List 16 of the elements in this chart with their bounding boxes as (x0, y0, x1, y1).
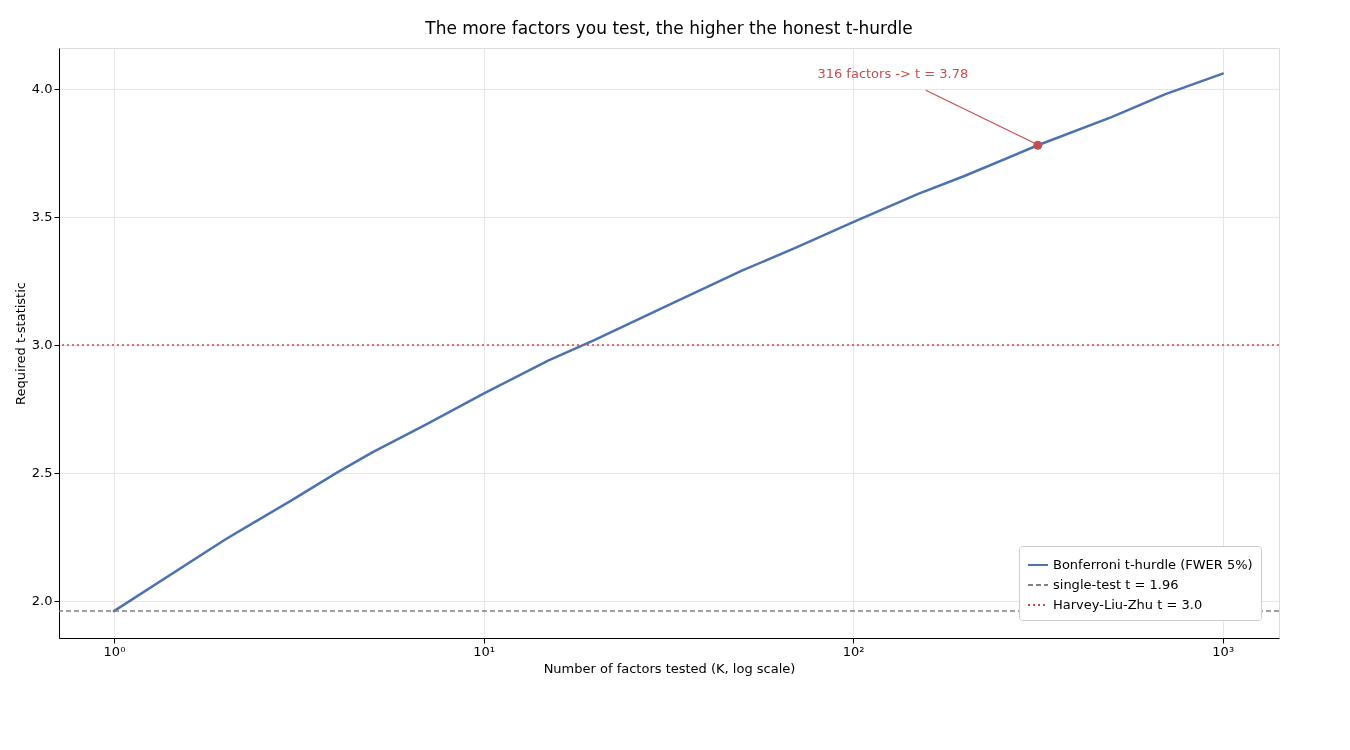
y-tick-label: 4.0 (31, 81, 53, 97)
y-tick-label: 3.0 (31, 337, 53, 353)
y-tick-label: 2.0 (31, 593, 53, 609)
annotation: 316 factors -> t = 3.78 (817, 66, 969, 82)
legend-label: Harvey-Liu-Zhu t = 3.0 (1053, 597, 1203, 612)
y-tick-label: 2.5 (31, 465, 53, 481)
legend-label: Bonferroni t-hurdle (FWER 5%) (1053, 557, 1253, 572)
x-tick-label: 10¹ (473, 643, 495, 659)
chart-title: The more factors you test, the higher the honest t-hurdle (424, 18, 913, 38)
y-tick-label: 3.5 (31, 209, 53, 225)
x-axis-title: Number of factors tested (K, log scale) (543, 660, 796, 676)
legend-label: single-test t = 1.96 (1053, 577, 1179, 592)
y-axis-title: Required t-statistic (12, 282, 28, 405)
x-tick-label: 10³ (1212, 643, 1235, 659)
x-tick-label: 10⁰ (103, 643, 126, 659)
x-tick-label: 10² (842, 643, 865, 659)
